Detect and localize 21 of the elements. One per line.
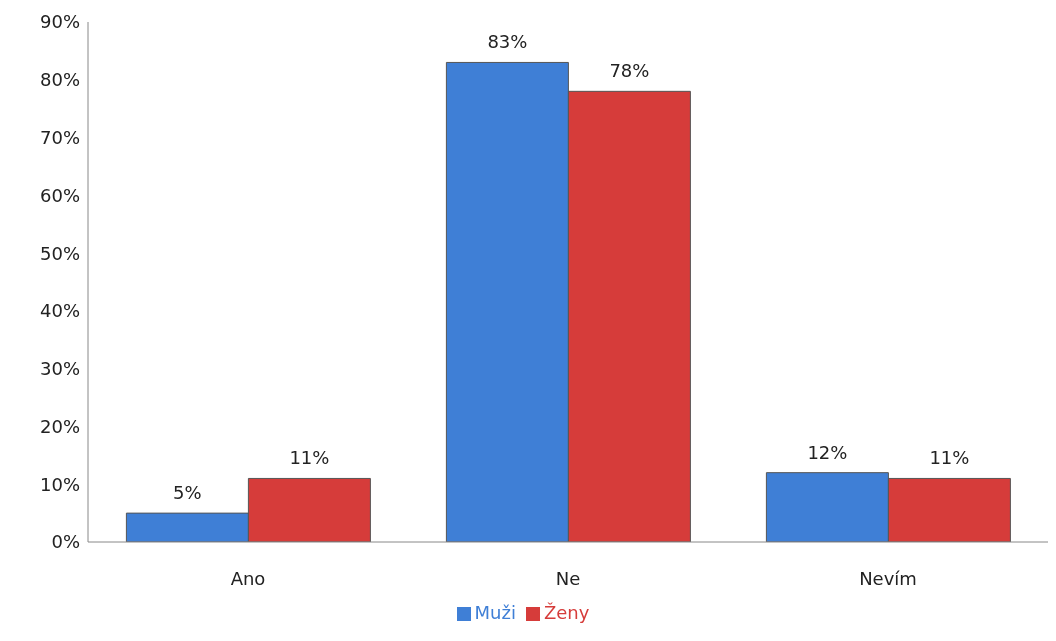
data-label: 11% bbox=[929, 447, 970, 469]
data-label: 11% bbox=[289, 447, 330, 469]
y-tick-label: 40% bbox=[39, 300, 80, 322]
y-tick-label: 0% bbox=[51, 531, 80, 553]
data-label: 12% bbox=[807, 441, 848, 463]
y-tick-label: 10% bbox=[39, 473, 80, 495]
x-tick-label: Ano bbox=[230, 567, 266, 589]
y-tick-label: 20% bbox=[39, 415, 80, 437]
y-tick-label: 50% bbox=[39, 242, 80, 264]
y-tick-label: 60% bbox=[39, 184, 80, 206]
data-label: 83% bbox=[487, 31, 528, 53]
data-label: 5% bbox=[173, 482, 202, 504]
y-tick-label: 90% bbox=[39, 11, 80, 33]
y-tick-label: 30% bbox=[39, 358, 80, 380]
x-tick-label: Ne bbox=[555, 567, 581, 589]
y-tick-label: 70% bbox=[39, 126, 80, 148]
legend-label: Muži bbox=[474, 602, 516, 623]
data-label: 78% bbox=[609, 60, 650, 82]
x-tick-label: Nevím bbox=[859, 567, 917, 589]
y-tick-label: 80% bbox=[39, 69, 80, 91]
legend-label: Ženy bbox=[543, 602, 590, 623]
